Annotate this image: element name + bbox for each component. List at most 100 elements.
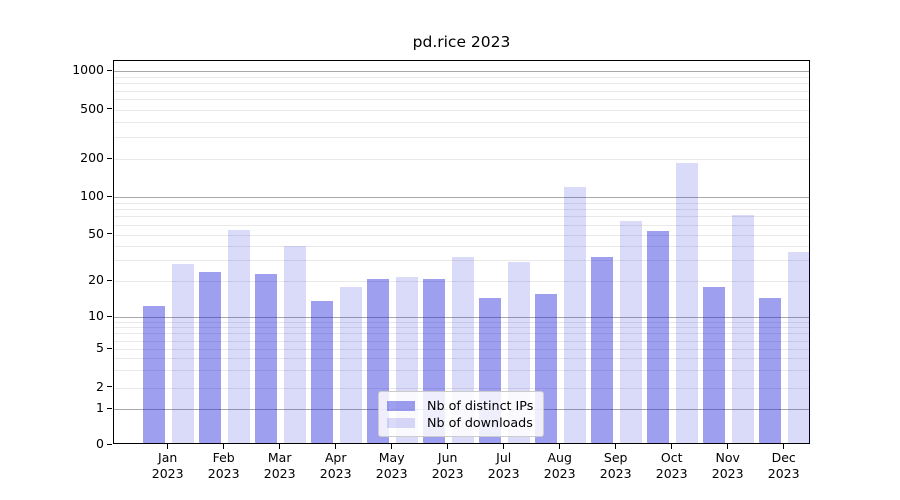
bar-downloads-nov [732,215,755,443]
x-tick-mark [671,444,673,449]
x-tick-mark [559,444,561,449]
x-tick-label: Jun 2023 [431,450,464,481]
x-tick-label: Oct 2023 [655,450,688,481]
gridline-major [114,197,809,198]
gridline-minor [114,370,809,372]
x-tick-mark [167,444,169,449]
bar-ips-feb [199,271,222,443]
bar-ips-apr [311,301,334,443]
x-tick-mark [615,444,617,449]
y-tick-label: 5 [96,340,104,355]
gridline-minor [114,76,809,78]
gridline-minor [114,358,809,360]
gridline-minor [114,99,809,101]
bar-downloads-sep [620,220,643,443]
gridline-major [114,317,809,318]
legend-label-downloads: Nb of downloads [427,415,533,430]
bar-ips-mar [255,274,278,443]
gridline-minor [114,83,809,85]
x-tick-mark [447,444,449,449]
bar-ips-oct [647,231,670,443]
bar-downloads-jan [172,263,195,443]
x-tick-mark [223,444,225,449]
x-tick-mark [335,444,337,449]
gridline-minor [114,321,809,323]
y-tick-label: 200 [80,150,104,165]
legend-item-downloads: Nb of downloads [387,415,535,431]
y-tick-label: 100 [80,188,104,203]
y-tick-label: 0 [96,436,104,451]
bar-downloads-oct [676,162,699,443]
gridline-minor [114,349,809,350]
gridline-minor [114,333,809,335]
chart-title: pd.rice 2023 [412,33,511,51]
x-tick-mark [783,444,785,449]
legend-swatch-downloads [387,418,415,428]
y-tick-mark [107,386,112,388]
x-tick-mark [279,444,281,449]
bar-downloads-apr [340,287,363,443]
legend: Nb of distinct IPs Nb of downloads [378,391,544,437]
bar-downloads-aug [564,187,587,443]
y-tick-mark [107,347,112,349]
y-tick-mark [107,69,112,71]
y-tick-mark [107,108,112,110]
y-tick-label: 1000 [72,62,104,77]
gridline-minor [114,109,809,111]
gridline-minor [114,260,809,262]
x-tick-label: Dec 2023 [767,450,800,481]
gridline-major [114,71,809,72]
bar-ips-jan [143,305,166,443]
y-tick-mark [107,279,112,281]
x-tick-label: Mar 2023 [263,450,296,481]
gridline-minor [114,327,809,329]
gridline-minor [114,121,809,123]
gridline-minor [114,209,809,211]
gridline-minor [114,137,809,139]
y-tick-label: 1 [96,400,104,415]
y-tick-mark [107,195,112,197]
y-tick-mark [107,407,112,409]
y-tick-label: 500 [80,100,104,116]
bar-downloads-dec [788,252,811,443]
y-tick-label: 2 [96,378,104,394]
x-tick-label: May 2023 [375,450,408,481]
gridline-minor [114,281,809,282]
x-tick-label: Nov 2023 [711,450,744,481]
gridline-minor [114,90,809,92]
y-tick-label: 20 [88,272,104,287]
bar-downloads-mar [284,246,307,443]
y-tick-label: 10 [88,308,104,323]
gridline-minor [114,224,809,226]
legend-item-distinct-ips: Nb of distinct IPs [387,398,535,414]
x-tick-label: Feb 2023 [207,450,240,481]
bar-downloads-feb [228,230,251,443]
gridline-minor [114,202,809,204]
x-tick-label: Jan 2023 [151,450,184,481]
x-tick-mark [727,444,729,449]
y-tick-mark [107,233,112,235]
x-tick-mark [391,444,393,449]
y-tick-mark [107,157,112,159]
legend-swatch-distinct-ips [387,401,415,411]
gridline-minor [114,340,809,342]
gridline-minor [114,234,809,236]
y-tick-label: 50 [88,225,104,241]
y-tick-mark [107,443,112,445]
bar-ips-sep [591,256,614,443]
x-tick-label: Aug 2023 [543,450,576,481]
x-tick-mark [503,444,505,449]
gridline-minor [114,159,809,160]
gridline-minor [114,245,809,247]
bar-ips-dec [759,297,782,443]
x-tick-label: Sep 2023 [599,450,632,481]
legend-label-distinct-ips: Nb of distinct IPs [427,398,534,413]
x-tick-label: Apr 2023 [319,450,352,481]
plot-area [113,60,811,444]
x-tick-label: Jul 2023 [487,450,520,481]
gridline-minor [114,216,809,218]
y-tick-mark [107,315,112,317]
bar-ips-nov [703,287,726,443]
gridline-minor [114,387,809,389]
